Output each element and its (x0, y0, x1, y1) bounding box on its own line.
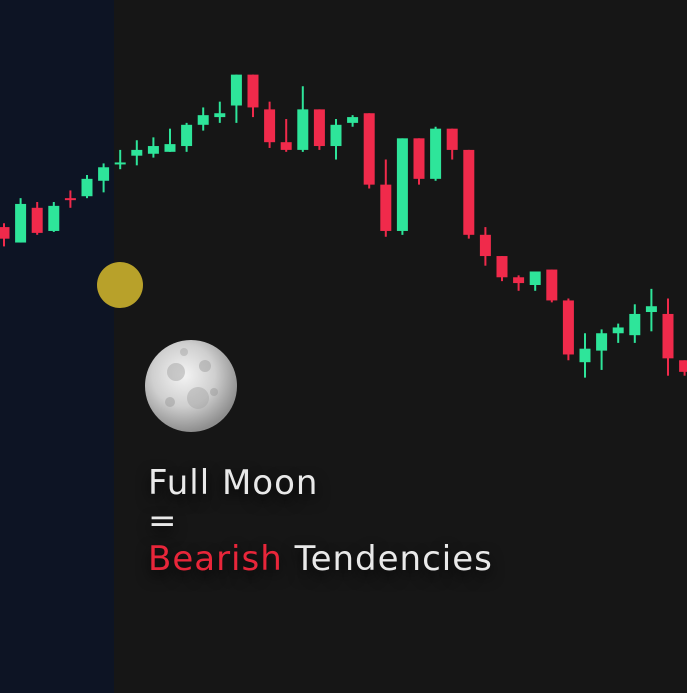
bullish-candle (612, 327, 624, 334)
bullish-candle (114, 162, 126, 165)
bearish-candle (479, 234, 491, 257)
bullish-candle (529, 271, 541, 285)
bearish-candle (562, 300, 574, 355)
bullish-candle (147, 146, 159, 154)
bearish-candle (247, 74, 259, 108)
bullish-candle (197, 115, 209, 125)
bearish-candle (0, 227, 10, 239)
bullish-candle (48, 205, 60, 231)
bearish-candle (463, 149, 475, 235)
bearish-candle (380, 184, 392, 231)
bullish-candle (131, 149, 143, 156)
highlight-band (0, 0, 114, 693)
bearish-candle (264, 109, 276, 143)
caption-line-full-moon: Full Moon (148, 463, 319, 503)
candles-group (0, 74, 687, 378)
bullish-candle (15, 203, 27, 243)
bullish-candle (596, 333, 608, 351)
caption-line-equals: = (148, 501, 178, 541)
bullish-candle (297, 109, 309, 150)
bearish-candle (363, 113, 375, 185)
bearish-candle (446, 128, 458, 150)
bullish-candle (629, 313, 641, 336)
bearish-candle (280, 142, 292, 150)
bullish-candle (81, 178, 93, 197)
bearish-candle (662, 313, 674, 359)
caption-block: Full Moon = Bearish Tendencies (148, 464, 493, 578)
bearish-candle (313, 109, 325, 147)
bearish-candle (679, 360, 687, 372)
bullish-candle (347, 117, 359, 123)
bullish-candle (430, 128, 442, 179)
bearish-candle (496, 256, 508, 278)
bullish-candle (230, 74, 242, 106)
bullish-candle (579, 348, 591, 363)
full-moon-icon (145, 340, 237, 432)
bullish-candle (181, 124, 193, 147)
bearish-candle (546, 269, 558, 301)
bullish-candle (98, 167, 110, 181)
bearish-candle (413, 138, 425, 179)
bullish-candle (645, 306, 657, 313)
bearish-candle (31, 207, 43, 233)
bullish-candle (330, 124, 342, 147)
caption-line-bearish: Bearish Tendencies (148, 540, 493, 578)
bullish-candle (396, 138, 408, 231)
bearish-candle (513, 277, 525, 284)
bullish-candle (214, 113, 226, 118)
caption-tendencies-word: Tendencies (294, 539, 493, 579)
moon-event-dot (97, 262, 143, 308)
bullish-candle (164, 144, 176, 152)
caption-bearish-word: Bearish (148, 539, 283, 579)
bearish-candle (64, 198, 76, 201)
